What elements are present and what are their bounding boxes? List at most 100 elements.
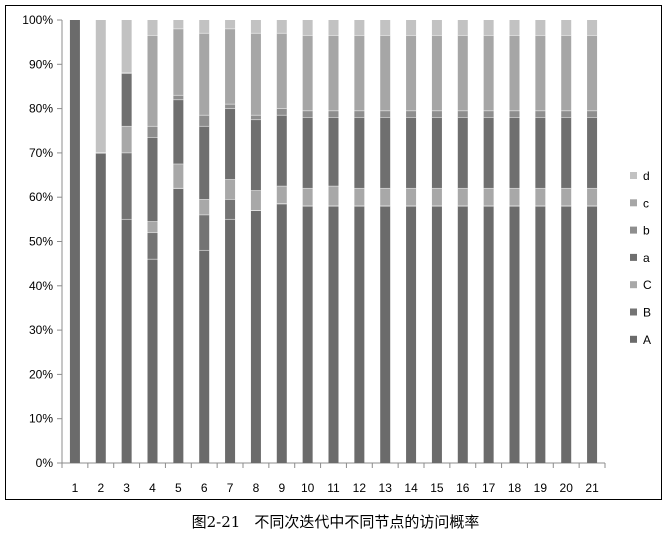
bar-segment-C-17: [483, 188, 494, 207]
bar-segment-B-4: [147, 232, 158, 260]
legend-label-b: b: [643, 224, 650, 238]
bar-segment-c-7: [225, 28, 236, 105]
bar-segment-C-6: [199, 199, 210, 215]
figure-caption-text: 不同次迭代中不同节点的访问概率: [254, 513, 480, 531]
chart-frame: 0% 10% 20% 30% 40% 50% 60% 70% 80% 90% 100% 1 2 3 4 5 6 7…: [5, 5, 662, 500]
bar-segment-c-14: [406, 35, 417, 111]
bar-segment-c-20: [561, 35, 572, 111]
bar-segment-d-21: [587, 20, 598, 36]
bar-segment-a-19: [535, 117, 546, 189]
bar-segment-A-19: [535, 206, 546, 463]
x-tick-label: 3: [123, 481, 130, 495]
x-tick-label: 12: [353, 481, 367, 495]
x-tick-label: 5: [175, 481, 182, 495]
bar-segment-a-21: [587, 117, 598, 189]
x-tick-label: 18: [508, 481, 522, 495]
bar-segment-C-21: [587, 188, 598, 207]
bar-segment-B-7: [225, 199, 236, 220]
bar-segment-c-11: [328, 35, 339, 111]
stacked-bar-chart: 0%10%20%30%40%50%60%70%80%90%100%1 2 3 4 5 6 7…: [22, 13, 652, 495]
bar-segment-b-13: [380, 110, 391, 118]
bar-segment-b-19: [535, 110, 546, 118]
bar-segment-d-8: [250, 20, 261, 34]
y-tick-label: 40%: [29, 279, 53, 293]
bar-segment-C-16: [457, 188, 468, 207]
bar-segment-d-19: [535, 20, 546, 36]
bar-segment-a-12: [354, 117, 365, 189]
x-tick-label: 2: [97, 481, 104, 495]
bar-segment-A-5: [173, 188, 184, 463]
bar-segment-A-2: [95, 152, 106, 463]
bar-segment-C-14: [406, 188, 417, 207]
bar-segment-C-15: [431, 188, 442, 207]
y-tick-label: 30%: [29, 323, 53, 337]
x-tick-label: 10: [301, 481, 315, 495]
x-tick-label: 4: [149, 481, 156, 495]
x-tick-label: 14: [404, 481, 418, 495]
bar-segment-b-6: [199, 115, 210, 127]
y-tick-label: 90%: [29, 57, 53, 71]
bar-segment-C-8: [250, 190, 261, 211]
y-tick-label: 60%: [29, 190, 53, 204]
bar-segment-d-12: [354, 20, 365, 36]
bar-segment-A-17: [483, 206, 494, 463]
x-tick-label: 15: [430, 481, 444, 495]
bar-segment-C-5: [173, 163, 184, 189]
bar-segment-A-13: [380, 206, 391, 463]
bar-segment-A-11: [328, 206, 339, 463]
bar-segment-c-15: [431, 35, 442, 111]
bar-segment-b-4: [147, 126, 158, 138]
bar-segment-d-9: [276, 20, 287, 34]
y-tick-label: 70%: [29, 146, 53, 160]
bar-segment-a-7: [225, 108, 236, 180]
bar-segment-C-9: [276, 186, 287, 204]
y-tick-label: 20%: [29, 367, 53, 381]
bar-segment-A-15: [431, 206, 442, 463]
x-tick-label: 9: [278, 481, 285, 495]
bar-segment-b-5: [173, 95, 184, 100]
bar-segment-a-11: [328, 117, 339, 187]
bar-segment-d-3: [121, 20, 132, 74]
bar-segment-a-17: [483, 117, 494, 189]
x-tick-label: 13: [379, 481, 393, 495]
bar-segment-d-5: [173, 20, 184, 29]
bar-segment-a-8: [250, 119, 261, 191]
bar-segment-d-13: [380, 20, 391, 36]
bar-segment-c-13: [380, 35, 391, 111]
bar-segment-A-8: [250, 210, 261, 463]
bar-segment-b-10: [302, 110, 313, 118]
bar-segment-A-16: [457, 206, 468, 463]
bar-segment-b-21: [587, 110, 598, 118]
bar-segment-d-20: [561, 20, 572, 36]
legend-swatch-b: [630, 226, 637, 234]
x-tick-label: 21: [585, 481, 599, 495]
bar-segment-d-14: [406, 20, 417, 36]
bar-segment-d-16: [457, 20, 468, 36]
bar-segment-a-13: [380, 117, 391, 189]
bar-segment-c-12: [354, 35, 365, 111]
legend-swatch-c: [630, 199, 637, 207]
x-tick-label: 20: [560, 481, 574, 495]
x-tick-label: 8: [253, 481, 260, 495]
bar-segment-a-14: [406, 117, 417, 189]
bar-segment-A-1: [69, 20, 80, 463]
x-tick-label: 7: [227, 481, 234, 495]
legend-swatch-A: [630, 335, 637, 343]
bar-segment-b-7: [225, 104, 236, 109]
bar-segment-c-21: [587, 35, 598, 111]
bar-segment-c-18: [509, 35, 520, 111]
bar-segment-C-18: [509, 188, 520, 207]
bar-segment-A-3: [121, 219, 132, 463]
bar-segment-C-4: [147, 221, 158, 233]
bar-segment-d-10: [302, 20, 313, 36]
bar-segment-b-8: [250, 115, 261, 120]
bar-segment-A-10: [302, 206, 313, 463]
bar-segment-a-10: [302, 117, 313, 189]
bar-segment-B-3: [121, 152, 132, 220]
bar-segment-c-16: [457, 35, 468, 111]
legend-label-d: d: [643, 169, 650, 183]
legend-label-B: B: [643, 306, 651, 320]
bar-segment-A-14: [406, 206, 417, 463]
bar-segment-C-11: [328, 186, 339, 207]
bar-segment-C-12: [354, 188, 365, 207]
